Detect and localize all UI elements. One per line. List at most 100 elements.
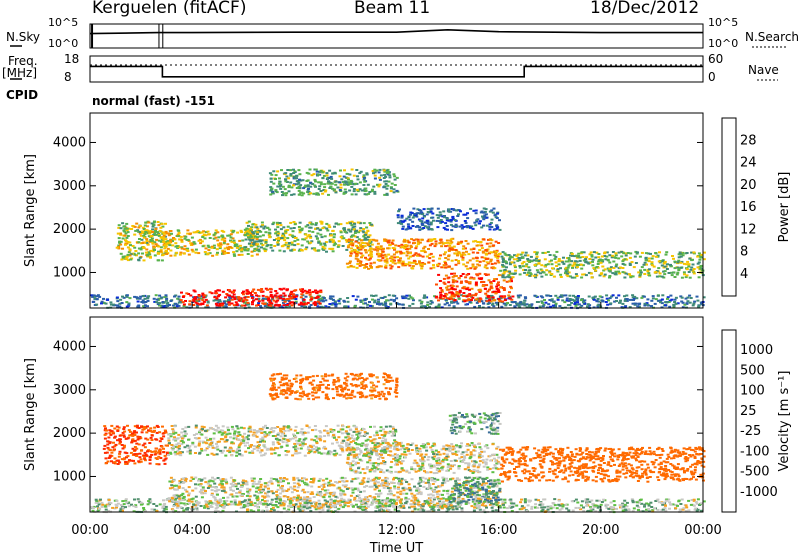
- power-echo-cell: [302, 301, 306, 304]
- power-echo-cell: [436, 207, 440, 210]
- power-echo-cell: [490, 303, 494, 306]
- power-echo-cell: [296, 238, 300, 241]
- power-echo-cell: [182, 252, 186, 255]
- velocity-echo-cell: [114, 503, 118, 506]
- power-echo-cell: [457, 251, 461, 254]
- power-echo-cell: [358, 222, 362, 225]
- power-echo-cell: [343, 300, 346, 303]
- power-echo-cell: [612, 267, 616, 269]
- power-echo-cell: [550, 263, 554, 266]
- power-echo-cell: [142, 295, 146, 297]
- power-echo-cell: [159, 250, 163, 253]
- power-echo-cell: [347, 178, 350, 181]
- power-echo-cell: [438, 211, 442, 214]
- power-echo-cell: [373, 192, 377, 195]
- power-echo-cell: [339, 169, 342, 172]
- power-echo-cell: [349, 230, 353, 233]
- power-echo-cell: [518, 273, 522, 276]
- power-echo-cell: [386, 299, 390, 302]
- power-echo-cell: [637, 271, 641, 274]
- power-echo-cell: [266, 306, 270, 308]
- velocity-echo-cell: [438, 503, 442, 506]
- power-echo-cell: [232, 251, 236, 254]
- power-echo-cell: [326, 177, 330, 180]
- power-echo-cell: [345, 222, 349, 225]
- power-echo-cell: [333, 242, 337, 245]
- power-echo-cell: [131, 245, 135, 247]
- velocity-echo-cell: [182, 509, 186, 512]
- power-echo-cell: [301, 291, 305, 294]
- velocity-echo-cell: [339, 494, 343, 497]
- power-echo-cell: [240, 231, 244, 233]
- power-echo-cell: [366, 303, 370, 306]
- power-echo-cell: [637, 305, 641, 308]
- velocity-echo-cell: [332, 494, 336, 497]
- power-echo-cell: [315, 192, 319, 195]
- power-echo-cell: [399, 219, 403, 222]
- power-echo-cell: [496, 259, 500, 262]
- power-echo-cell: [457, 262, 461, 265]
- power-echo-cell: [672, 271, 676, 274]
- power-echo-cell: [358, 264, 362, 267]
- power-echo-cell: [575, 275, 579, 277]
- power-echo-cell: [594, 256, 598, 259]
- power-echo-cell: [446, 277, 450, 280]
- power-echo-cell: [486, 262, 490, 265]
- power-echo-cell: [500, 295, 503, 298]
- power-echo-cell: [468, 225, 471, 228]
- power-echo-cell: [497, 242, 501, 244]
- power-echo-cell: [465, 295, 469, 298]
- velocity-echo-cell: [104, 508, 108, 511]
- power-echo-cell: [385, 193, 389, 196]
- power-echo-cell: [365, 172, 369, 175]
- power-echo-cell: [468, 293, 472, 296]
- power-echo-cell: [471, 257, 475, 260]
- power-echo-cell: [135, 254, 138, 257]
- power-echo-cell: [497, 289, 501, 292]
- power-echo-cell: [682, 271, 686, 274]
- power-echo-cell: [251, 234, 255, 237]
- velocity-echo-cell: [457, 478, 461, 481]
- power-echo-cell: [496, 283, 500, 286]
- power-echo-cell: [275, 296, 279, 299]
- velocity-echo-cell: [365, 503, 369, 506]
- power-echo-cell: [504, 304, 508, 307]
- velocity-echo-cell: [171, 509, 175, 512]
- power-echo-cell: [229, 233, 233, 236]
- power-echo-cell: [680, 253, 684, 256]
- power-echo-cell: [508, 272, 512, 275]
- freq-line: [90, 65, 703, 78]
- power-echo-cell: [348, 181, 351, 184]
- power-echo-cell: [369, 262, 373, 265]
- power-echo-cell: [349, 264, 353, 267]
- power-echo-cell: [251, 290, 254, 293]
- power-echo-cell: [663, 273, 667, 276]
- power-echo-cell: [500, 255, 504, 258]
- power-echo-cell: [687, 265, 691, 268]
- velocity-echo-cell: [115, 506, 118, 509]
- velocity-echo-cell: [460, 509, 464, 512]
- velocity-echo-cell: [199, 479, 203, 482]
- power-echo-cell: [508, 304, 512, 306]
- power-echo-cell: [203, 251, 207, 253]
- power-echo-cell: [364, 237, 368, 240]
- power-echo-cell: [451, 285, 455, 288]
- power-echo-cell: [214, 302, 218, 305]
- power-echo-cell: [632, 299, 635, 301]
- power-echo-cell: [483, 256, 487, 259]
- power-echo-cell: [245, 221, 249, 224]
- power-echo-cell: [440, 220, 444, 223]
- velocity-echo-cell: [107, 504, 110, 507]
- power-echo-cell: [343, 229, 347, 231]
- power-echo-cell: [297, 185, 301, 188]
- power-echo-cell: [268, 299, 272, 302]
- power-echo-cell: [611, 272, 615, 275]
- velocity-echo-cell: [595, 504, 599, 507]
- power-echo-cell: [389, 298, 393, 301]
- power-echo-cell: [548, 260, 552, 263]
- velocity-echo-cell: [611, 507, 615, 510]
- power-echo-cell: [127, 227, 131, 230]
- velocity-echo-cell: [405, 500, 409, 503]
- velocity-echo-cell: [134, 504, 138, 507]
- velocity-echo-cell: [426, 510, 430, 513]
